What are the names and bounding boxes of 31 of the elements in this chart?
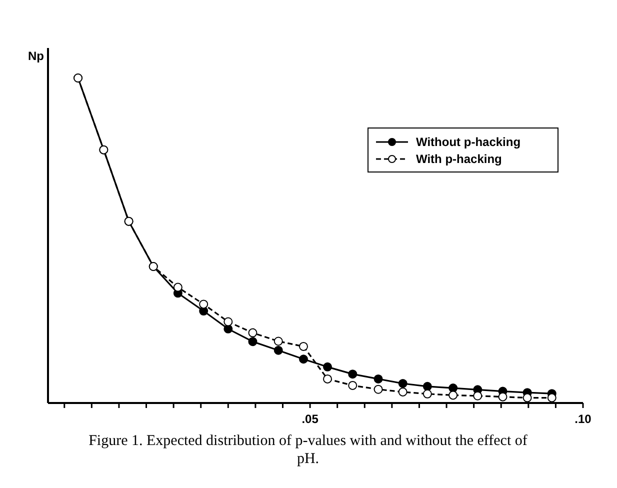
point	[473, 391, 482, 400]
point	[248, 337, 258, 346]
point	[422, 382, 432, 391]
point	[298, 354, 308, 364]
point	[422, 389, 432, 398]
point	[323, 362, 332, 372]
legend-label: With p-hacking	[416, 152, 502, 166]
point	[274, 336, 283, 346]
point	[248, 328, 258, 338]
point	[398, 387, 408, 396]
point	[374, 384, 383, 394]
point	[323, 374, 332, 384]
point	[348, 370, 358, 379]
caption: Figure 1. Expected distribution of p-values with and without the effect of pH.	[88, 433, 528, 467]
x-tick-label: .05	[302, 412, 319, 426]
point	[298, 342, 308, 351]
y-axis-title: Np	[28, 49, 44, 63]
point	[448, 384, 458, 393]
point	[374, 374, 383, 384]
point	[274, 346, 283, 355]
point	[398, 379, 408, 388]
point	[199, 300, 208, 309]
point	[348, 380, 358, 390]
point	[173, 282, 182, 292]
point	[224, 317, 233, 326]
point	[547, 393, 556, 402]
point	[448, 390, 458, 400]
legend-label: Without p-hacking	[416, 135, 521, 149]
point	[522, 393, 532, 402]
point	[498, 392, 508, 402]
x-tick-label: .10	[574, 412, 592, 426]
